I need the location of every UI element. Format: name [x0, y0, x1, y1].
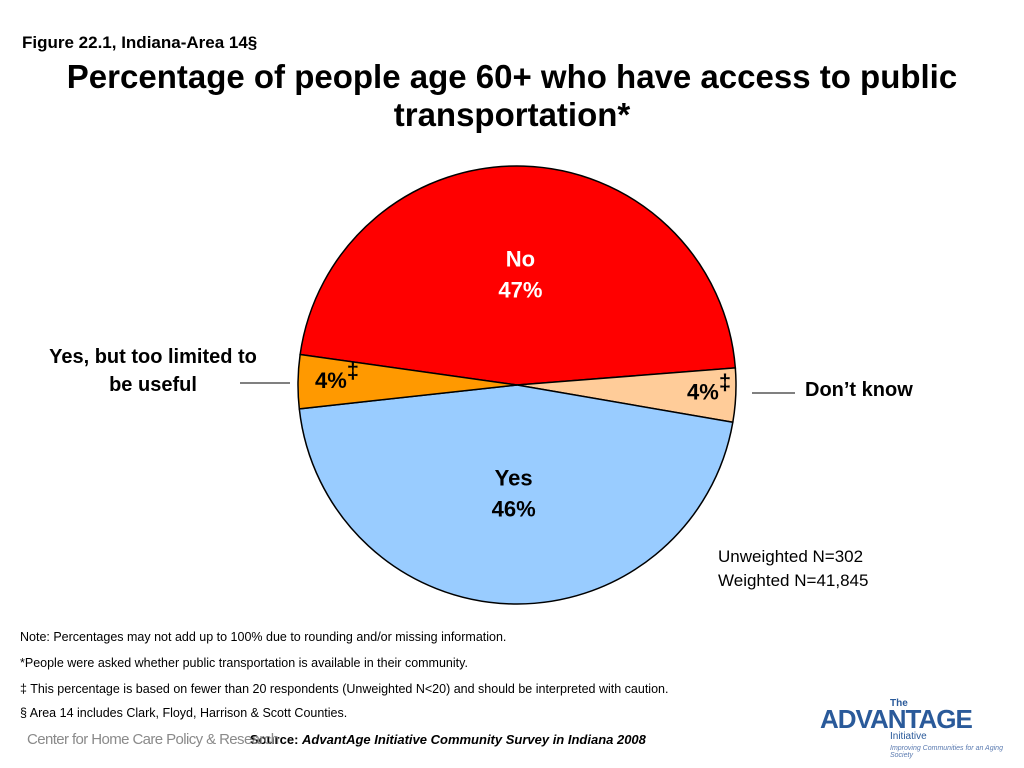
logo-name: ADVANTAGE: [820, 704, 973, 734]
annotation: Weighted N=41,845: [718, 571, 869, 590]
footnote-mark: ‡: [719, 369, 731, 394]
note: Note: Percentages may not add up to 100%…: [20, 630, 507, 644]
value-label: 47%: [498, 277, 542, 302]
source: Source: AdvantAge Initiative Community S…: [250, 732, 646, 747]
logo-left: Center for Home Care Policy & Research: [27, 731, 279, 748]
logo-tagline: Improving Communities for an Aging Socie…: [890, 745, 1003, 759]
source-label: Source:: [250, 732, 299, 747]
logo-the: The: [890, 698, 908, 709]
footnote-mark: ‡: [347, 358, 359, 383]
annotation: Unweighted N=302: [718, 547, 864, 566]
pie-slice: [298, 384, 734, 605]
figure-label: Figure 22.1, Indiana-Area 14§: [22, 33, 258, 52]
pie-slice: [297, 353, 518, 410]
value-label: 46%: [492, 496, 536, 521]
note: *People were asked whether public transp…: [20, 656, 468, 670]
note: § Area 14 includes Clark, Floyd, Harriso…: [20, 706, 348, 720]
slice-name: Don’t know: [805, 379, 913, 401]
logo-sub: Initiative: [890, 731, 927, 742]
value-label: 4%: [687, 379, 719, 404]
slice-name: Yes: [495, 465, 533, 490]
pie-slice: [299, 165, 737, 386]
chart-title: Percentage of people age 60+ who have ac…: [66, 58, 958, 133]
slice-name: No: [506, 246, 535, 271]
note: ‡ This percentage is based on fewer than…: [20, 682, 669, 696]
source-text: AdvantAge Initiative Community Survey in…: [302, 732, 646, 747]
value-label: 4%: [315, 368, 347, 393]
slice-name: Yes, but too limited to be useful: [49, 346, 257, 396]
